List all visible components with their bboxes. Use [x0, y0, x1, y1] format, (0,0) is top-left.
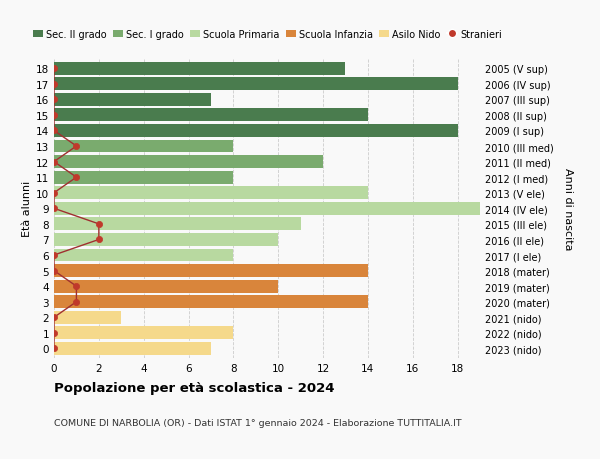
Bar	[54, 156, 323, 168]
Bar	[54, 311, 121, 324]
Text: Popolazione per età scolastica - 2024: Popolazione per età scolastica - 2024	[54, 381, 335, 394]
Y-axis label: Anni di nascita: Anni di nascita	[563, 168, 573, 250]
Text: COMUNE DI NARBOLIA (OR) - Dati ISTAT 1° gennaio 2024 - Elaborazione TUTTITALIA.I: COMUNE DI NARBOLIA (OR) - Dati ISTAT 1° …	[54, 418, 461, 427]
Bar	[54, 140, 233, 153]
Bar	[54, 202, 480, 215]
Bar	[54, 187, 368, 200]
Bar	[54, 342, 211, 355]
Bar	[54, 125, 458, 138]
Bar	[54, 296, 368, 308]
Bar	[54, 265, 368, 277]
Bar	[54, 327, 233, 340]
Bar	[54, 109, 368, 122]
Legend: Sec. II grado, Sec. I grado, Scuola Primaria, Scuola Infanzia, Asilo Nido, Stran: Sec. II grado, Sec. I grado, Scuola Prim…	[29, 26, 506, 44]
Bar	[54, 62, 346, 75]
Bar	[54, 280, 278, 293]
Bar	[54, 234, 278, 246]
Bar	[54, 218, 301, 231]
Bar	[54, 78, 458, 91]
Bar	[54, 94, 211, 106]
Y-axis label: Età alunni: Età alunni	[22, 181, 32, 237]
Bar	[54, 171, 233, 184]
Bar	[54, 249, 233, 262]
